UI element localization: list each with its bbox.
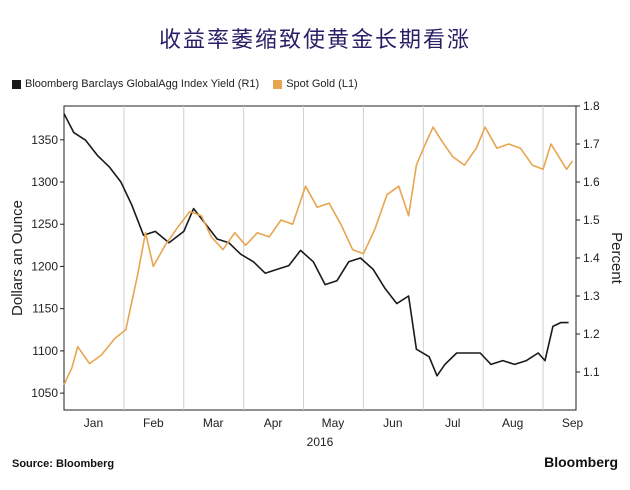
left-tick-label: 1150 <box>32 302 58 316</box>
legend-swatch-yield <box>12 79 21 89</box>
right-axis-label: Percent <box>608 232 625 285</box>
x-tick-label: Sep <box>562 416 584 430</box>
left-tick-label: 1200 <box>31 259 58 273</box>
legend-item-yield: Bloomberg Barclays GlobalAgg Index Yield… <box>12 78 259 90</box>
plot-frame <box>63 105 577 411</box>
series-group <box>63 113 574 386</box>
right-tick-label: 1.3 <box>583 289 600 303</box>
series-line-gold <box>63 126 574 386</box>
left-tick-label: 1100 <box>32 344 58 358</box>
right-tick-label: 1.6 <box>583 175 600 189</box>
left-tick-label: 1350 <box>31 133 58 147</box>
x-tick-label: Jan <box>84 416 103 430</box>
left-axis-ticks: 1050 1100 1150 1200 1250 1300 1350 <box>31 133 64 400</box>
source-note: Source: Bloomberg <box>12 458 115 470</box>
series-line-yield <box>63 113 569 377</box>
left-tick-label: 1250 <box>31 217 58 231</box>
year-label: 2016 <box>307 435 334 449</box>
legend-label-yield: Bloomberg Barclays GlobalAgg Index Yield… <box>25 78 260 90</box>
x-tick-label: Aug <box>502 416 523 430</box>
x-tick-label: Jul <box>445 416 460 430</box>
x-tick-label: Jun <box>383 416 402 430</box>
legend-label-gold: Spot Gold (L1) <box>286 78 358 90</box>
grid-lines <box>123 106 544 410</box>
right-axis-ticks: 1.1 1.2 1.3 1.4 1.5 1.6 1.7 1.8 <box>576 99 600 379</box>
right-tick-label: 1.2 <box>583 327 600 341</box>
right-tick-label: 1.7 <box>583 137 600 151</box>
x-axis-ticks: Jan Feb Mar Apr May Jun Jul Aug Sep <box>84 416 584 430</box>
x-tick-label: Mar <box>203 416 224 430</box>
x-tick-label: Apr <box>264 416 283 430</box>
left-tick-label: 1300 <box>31 175 58 189</box>
left-axis-label: Dollars an Ounce <box>9 200 26 316</box>
legend-swatch-gold <box>273 79 283 89</box>
right-tick-label: 1.1 <box>583 365 600 379</box>
legend-item-gold: Spot Gold (L1) <box>273 78 358 90</box>
right-tick-label: 1.4 <box>583 251 600 265</box>
brand-logo: Bloomberg <box>544 454 618 470</box>
page-title: 收益率萎缩致使黄金长期看涨 <box>158 28 471 53</box>
right-tick-label: 1.5 <box>583 213 600 227</box>
legend: Bloomberg Barclays GlobalAgg Index Yield… <box>12 78 366 90</box>
x-tick-label: Feb <box>143 416 164 430</box>
right-tick-label: 1.8 <box>583 99 600 113</box>
x-tick-label: May <box>322 416 345 430</box>
left-tick-label: 1050 <box>31 386 58 400</box>
